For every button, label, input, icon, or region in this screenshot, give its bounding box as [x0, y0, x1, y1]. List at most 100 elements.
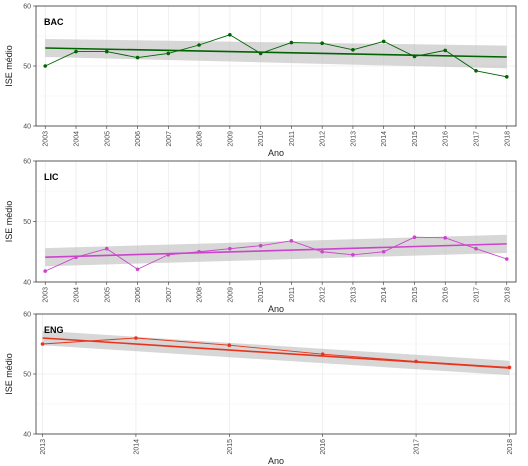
x-tick-label: 2017 — [474, 287, 481, 303]
panel-label: BAC — [44, 17, 64, 27]
data-point — [412, 235, 417, 240]
x-tick-label: 2011 — [289, 131, 296, 146]
data-point — [320, 41, 324, 45]
data-point — [289, 40, 294, 45]
data-point — [43, 64, 48, 68]
data-point — [228, 33, 232, 37]
data-point — [504, 75, 509, 79]
data-point — [135, 55, 140, 60]
x-axis-title: Ano — [268, 456, 284, 466]
data-point — [474, 246, 478, 251]
x-tick-label: 2005 — [104, 131, 111, 147]
data-point — [228, 246, 232, 251]
x-tick-label: 2010 — [258, 131, 265, 147]
chart-panel-eng: ENG 40 50 60 2013 2014 2015 2016 2017 2018 Ano ISE … — [4, 312, 517, 466]
x-tick-label: 2018 — [504, 131, 511, 147]
x-tick-label: 2008 — [197, 287, 204, 303]
data-point — [320, 249, 324, 254]
data-point — [443, 48, 448, 53]
x-tick-label: 2009 — [227, 287, 234, 303]
y-tick-label: 50 — [23, 372, 31, 379]
data-point — [197, 249, 201, 254]
data-point — [474, 69, 478, 73]
x-tick-label: 2010 — [258, 287, 265, 303]
data-point — [507, 365, 512, 370]
chart-panel-bac: BAC 40 50 60 2003 2004 2005 2006 2007 2008 2009 201… — [4, 4, 517, 158]
x-tick-label: 2018 — [504, 287, 511, 303]
data-point — [351, 252, 355, 257]
y-tick-label: 40 — [23, 124, 31, 131]
trend-line — [42, 337, 510, 369]
x-tick-label: 2004 — [74, 131, 81, 147]
data-point — [504, 257, 509, 261]
x-axis-title: Ano — [268, 148, 284, 158]
x-tick-label: 2017 — [474, 131, 481, 147]
data-point — [381, 249, 386, 254]
data-point — [381, 39, 386, 44]
x-tick-label: 2013 — [350, 287, 357, 303]
x-tick-label: 2015 — [227, 439, 234, 455]
data-point — [227, 343, 232, 348]
data-point — [414, 359, 418, 364]
x-tick-label: 2004 — [74, 287, 81, 303]
data-point — [320, 352, 325, 357]
y-tick-label: 60 — [23, 159, 31, 166]
x-tick-label: 2009 — [227, 131, 234, 147]
data-point — [104, 246, 109, 251]
x-tick-label: 2016 — [320, 439, 327, 455]
x-tick-label: 2012 — [320, 287, 327, 303]
trend-line — [45, 47, 507, 58]
data-point — [135, 267, 140, 272]
data-point — [134, 336, 138, 340]
series-line — [45, 236, 507, 272]
x-tick-label: 2018 — [507, 439, 514, 455]
confidence-band — [45, 39, 507, 69]
chart-panel-lic: LIC 40 50 60 2003 2004 2005 2006 2007 2008 2009 201… — [4, 159, 517, 314]
data-point — [197, 43, 201, 47]
x-tick-label: 2017 — [414, 439, 421, 455]
data-point — [258, 51, 263, 56]
data-point — [43, 269, 48, 273]
data-point — [166, 51, 171, 56]
x-tick-label: 2014 — [381, 287, 388, 303]
x-tick-label: 2014 — [381, 131, 388, 147]
data-point — [412, 54, 417, 59]
data-point — [166, 252, 171, 257]
x-tick-label: 2006 — [135, 131, 142, 147]
y-tick-label: 50 — [23, 219, 31, 226]
y-axis-title: ISE médio — [4, 45, 14, 87]
y-tick-label: 50 — [23, 64, 31, 71]
x-axis-title: Ano — [268, 304, 284, 314]
x-tick-label: 2007 — [166, 131, 173, 147]
x-tick-label: 2008 — [197, 131, 204, 147]
data-point — [104, 49, 109, 54]
x-tick-label: 2015 — [412, 131, 419, 147]
data-point — [74, 49, 78, 54]
x-tick-label: 2003 — [43, 287, 50, 303]
x-tick-label: 2012 — [320, 131, 327, 147]
y-axis-title: ISE médio — [4, 353, 14, 395]
x-tick-label: 2016 — [443, 287, 450, 303]
x-tick-label: 2013 — [40, 439, 47, 455]
series-line — [45, 34, 507, 78]
data-point — [74, 255, 78, 259]
data-point — [258, 243, 263, 248]
panel-label: LIC — [44, 172, 59, 182]
y-tick-label: 60 — [23, 4, 31, 11]
panel-label: ENG — [44, 325, 64, 335]
data-point — [40, 342, 45, 346]
data-point — [351, 48, 355, 52]
y-axis-title: ISE médio — [4, 201, 14, 243]
y-tick-label: 40 — [23, 280, 31, 287]
data-point — [443, 236, 448, 240]
x-tick-label: 2015 — [412, 287, 419, 303]
x-tick-label: 2016 — [443, 131, 450, 147]
trend-line — [45, 243, 507, 258]
x-tick-label: 2005 — [104, 287, 111, 303]
y-tick-label: 60 — [23, 312, 31, 319]
x-tick-label: 2013 — [350, 131, 357, 147]
x-tick-label: 2014 — [133, 439, 140, 455]
x-tick-label: 2003 — [43, 131, 50, 147]
x-tick-label: 2011 — [289, 287, 296, 302]
